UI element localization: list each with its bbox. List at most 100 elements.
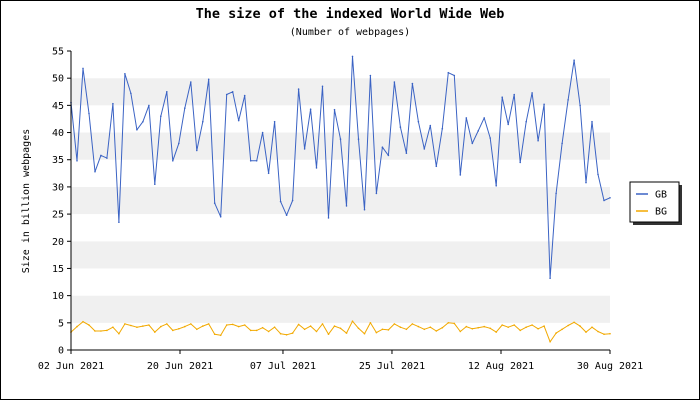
data-point-gb [507,123,510,126]
data-point-gb [351,55,354,58]
data-point-bg [531,324,533,326]
grid-band [71,214,610,242]
y-tick-label: 45 [52,101,64,112]
data-point-bg [369,322,372,324]
data-point-gb [459,174,462,176]
data-point-gb [315,167,318,169]
data-point-gb [477,130,480,132]
data-point-gb [225,93,228,96]
data-point-bg [591,326,593,329]
data-point-bg [88,324,90,326]
data-point-bg [597,330,599,333]
chart-title: The size of the indexed World Wide Web [196,6,505,22]
data-point-gb [369,74,372,77]
data-point-gb [513,93,515,96]
x-tick-label: 02 Jun 2021 [38,361,104,372]
y-tick-label: 25 [52,210,64,221]
data-point-gb [543,103,545,106]
data-point-bg [513,324,515,326]
data-point-gb [429,124,432,127]
data-point-bg [291,332,294,334]
legend-label-bg: BG [655,207,667,218]
data-point-gb [178,142,180,145]
data-point-bg [609,332,611,335]
data-point-gb [243,94,246,97]
data-point-gb [549,277,551,280]
data-point-bg [285,334,288,336]
data-point-gb [291,199,294,202]
data-point-bg [459,330,462,333]
data-point-bg [399,326,402,329]
data-point-gb [273,120,276,123]
data-point-gb [267,172,270,175]
data-point-bg [381,328,384,331]
data-point-gb [100,154,102,157]
data-point-bg [136,326,138,329]
legend-box [629,181,680,223]
data-point-gb [207,78,210,81]
data-point-bg [477,326,480,329]
x-tick-label: 07 Jul 2021 [250,361,316,372]
data-point-gb [124,73,126,75]
data-point-gb [285,214,288,216]
chart-subtitle: (Number of webpages) [290,27,410,38]
data-point-bg [507,326,510,329]
data-point-gb [130,92,132,95]
data-point-bg [417,325,420,328]
data-point-gb [489,137,492,139]
data-point-gb [297,88,300,90]
data-point-bg [207,323,210,325]
data-point-gb [172,160,174,162]
data-point-gb [411,82,414,85]
data-point-gb [471,142,474,145]
data-point-gb [196,149,198,152]
data-point-gb [190,81,192,83]
data-point-bg [357,327,360,330]
data-point-gb [118,221,120,223]
data-point-gb [435,165,438,168]
data-point-bg [94,330,96,332]
data-point-bg [375,331,378,334]
data-point-gb [417,120,420,123]
data-point-gb [309,108,312,110]
grid-band [71,51,610,79]
y-tick-label: 35 [52,155,64,166]
data-point-bg [231,323,234,326]
data-point-gb [573,59,575,61]
data-point-gb [82,67,84,70]
grid-band [71,295,610,323]
data-point-bg [447,322,450,324]
data-point-bg [429,326,432,329]
data-point-gb [345,205,348,207]
x-tick-label: 12 Aug 2021 [468,361,534,372]
data-point-bg [303,328,306,331]
data-point-gb [213,202,216,204]
data-point-bg [465,325,468,328]
x-tick-label: 20 Jun 2021 [147,361,213,372]
data-point-bg [118,332,120,335]
data-point-bg [387,329,390,331]
data-point-bg [315,330,318,333]
data-point-bg [225,324,228,326]
data-point-bg [124,323,126,325]
data-point-gb [160,115,162,117]
data-point-gb [142,120,144,123]
data-point-bg [213,333,216,336]
data-point-bg [160,325,162,328]
legend-label-gb: GB [655,190,667,201]
data-point-gb [375,192,378,195]
data-point-gb [166,91,168,93]
data-point-bg [567,324,569,327]
data-point-gb [357,138,360,140]
data-point-gb [219,216,222,218]
data-point-gb [148,104,150,107]
data-point-gb [339,138,342,140]
data-point-bg [202,325,204,327]
data-point-gb [579,104,581,107]
data-point-bg [297,323,300,326]
data-point-bg [309,325,312,327]
data-point-gb [525,120,527,123]
data-point-bg [333,325,336,327]
